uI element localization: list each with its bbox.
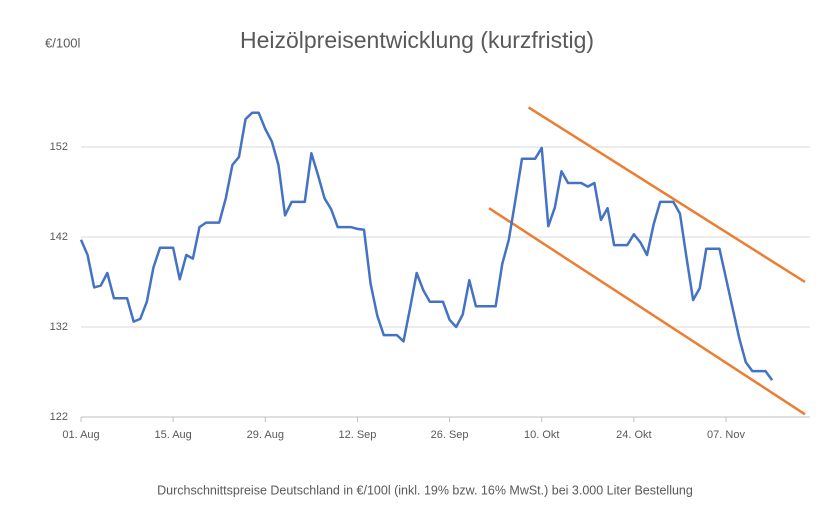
y-axis-unit: €/100l [45,35,81,50]
price-line [79,111,774,381]
trend-line [488,207,806,416]
x-tick-label: 12. Sep [338,429,376,441]
x-tick-label: 24. Okt [616,429,651,441]
x-tick-label: 10. Okt [524,429,559,441]
trend-line [527,106,806,284]
x-tick-label: 29. Aug [247,429,284,441]
caption: Durchschnittspreise Deutschland in €/100… [157,483,693,497]
y-tick-label: 122 [50,411,68,423]
x-tick-label: 01. Aug [62,429,99,441]
y-tick-label: 132 [50,321,68,333]
y-tick-label: 152 [50,141,68,153]
chart-title: Heizölpreisentwicklung (kurzfristig) [240,27,594,53]
x-tick-label: 15. Aug [154,429,191,441]
y-tick-label: 142 [50,231,68,243]
x-tick-label: 26. Sep [431,429,469,441]
x-tick-label: 07. Nov [707,429,745,441]
